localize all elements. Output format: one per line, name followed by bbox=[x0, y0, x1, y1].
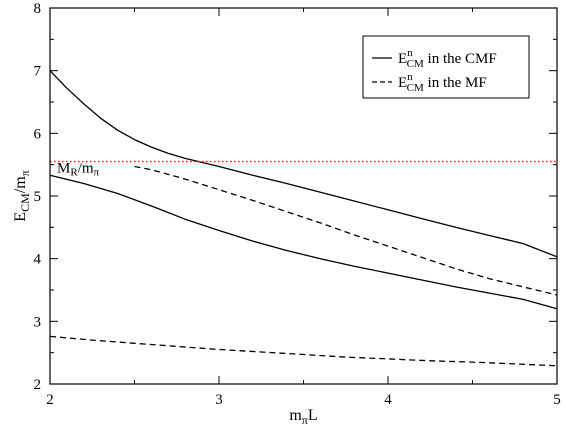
x-label-sub: π bbox=[302, 413, 308, 427]
y-label-sub: CM bbox=[18, 193, 32, 212]
y-label-main: E bbox=[12, 212, 29, 222]
ticks-layer: 2 3 4 5 2 3 4 5 6 7 8 bbox=[34, 1, 561, 408]
series-line-4 bbox=[49, 335, 558, 367]
y-tick-label: 3 bbox=[34, 314, 42, 330]
y-axis-label: ECM/mπ bbox=[12, 170, 32, 221]
legend-cmf-sub: CM bbox=[407, 58, 424, 70]
legend: En CM in the CMF En CM in the MF bbox=[362, 35, 530, 99]
ref-label-sub2: π bbox=[94, 167, 100, 179]
x-tick-label: 3 bbox=[215, 392, 223, 408]
x-label-main: m bbox=[289, 407, 302, 424]
ref-label-sub: R bbox=[70, 167, 78, 179]
x-axis-label: mπL bbox=[289, 407, 317, 427]
series-line-1 bbox=[49, 70, 558, 258]
ref-label-main: M bbox=[57, 161, 70, 177]
ref-label-mid: /m bbox=[78, 161, 94, 177]
y-tick-label: 7 bbox=[34, 64, 42, 80]
series-layer bbox=[49, 70, 558, 367]
y-label-mid: /m bbox=[12, 176, 29, 193]
y-label-sub2: π bbox=[18, 170, 32, 176]
legend-mf-tail: in the MF bbox=[424, 75, 487, 91]
legend-cmf-main: E bbox=[398, 51, 407, 67]
legend-entry-mf: En CM in the MF bbox=[398, 71, 487, 94]
series-line-3 bbox=[134, 165, 558, 296]
reference-line-label: MR/mπ bbox=[57, 161, 100, 179]
y-tick-label: 4 bbox=[34, 252, 42, 268]
legend-entry-cmf: En CM in the CMF bbox=[398, 47, 497, 70]
legend-mf-sup: n bbox=[407, 71, 413, 83]
series-line-2 bbox=[49, 174, 558, 310]
x-label-tail: L bbox=[308, 407, 318, 424]
legend-cmf-tail: in the CMF bbox=[424, 51, 497, 67]
x-tick-label: 2 bbox=[46, 392, 54, 408]
y-tick-label: 8 bbox=[34, 1, 42, 17]
x-tick-label: 5 bbox=[553, 392, 561, 408]
y-tick-label: 2 bbox=[34, 377, 42, 393]
legend-mf-main: E bbox=[398, 75, 407, 91]
legend-box bbox=[362, 35, 530, 99]
legend-mf-sub: CM bbox=[407, 82, 424, 94]
legend-cmf-sup: n bbox=[407, 47, 413, 59]
y-tick-label: 6 bbox=[34, 126, 42, 142]
x-tick-label: 4 bbox=[384, 392, 392, 408]
y-tick-label: 5 bbox=[34, 189, 42, 205]
